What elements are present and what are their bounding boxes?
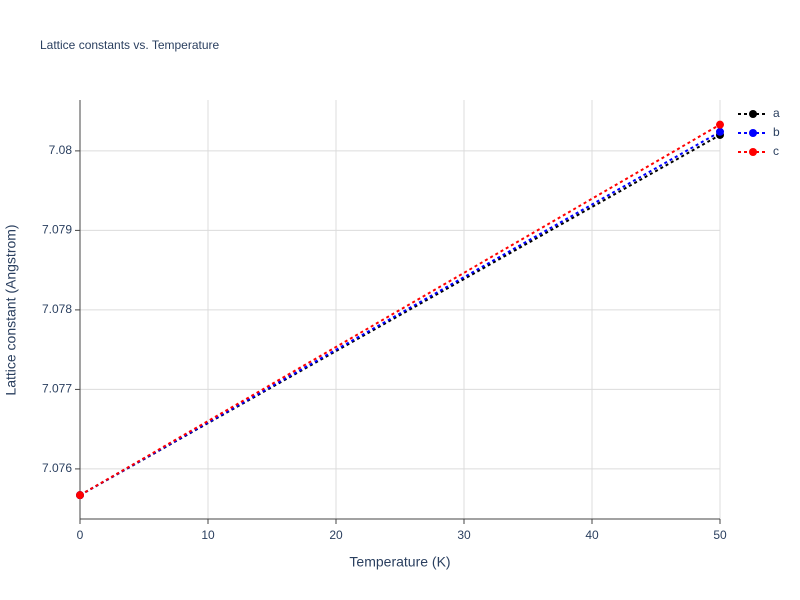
y-tick-label: 7.077 bbox=[42, 382, 72, 396]
legend-marker bbox=[749, 148, 757, 156]
x-axis-title: Temperature (K) bbox=[349, 554, 450, 570]
legend-marker bbox=[749, 110, 757, 118]
chart-title: Lattice constants vs. Temperature bbox=[40, 38, 220, 52]
x-tick-label: 40 bbox=[585, 528, 599, 542]
legend-label: b bbox=[773, 125, 780, 139]
x-tick-label: 50 bbox=[713, 528, 727, 542]
x-tick-label: 10 bbox=[201, 528, 215, 542]
x-tick-label: 30 bbox=[457, 528, 471, 542]
legend-marker bbox=[749, 129, 757, 137]
point bbox=[716, 120, 724, 129]
y-tick-label: 7.078 bbox=[42, 302, 72, 316]
y-tick-label: 7.08 bbox=[49, 143, 73, 157]
point bbox=[76, 491, 84, 500]
series-line bbox=[79, 130, 721, 497]
x-tick-label: 20 bbox=[329, 528, 343, 542]
y-tick-label: 7.079 bbox=[42, 223, 72, 237]
point bbox=[716, 127, 724, 136]
legend-label: a bbox=[773, 106, 780, 120]
legend-label: c bbox=[773, 144, 779, 158]
y-axis-title: Lattice constant (Angstrom) bbox=[3, 224, 19, 395]
y-tick-label: 7.076 bbox=[42, 461, 72, 475]
x-tick-label: 0 bbox=[77, 528, 84, 542]
